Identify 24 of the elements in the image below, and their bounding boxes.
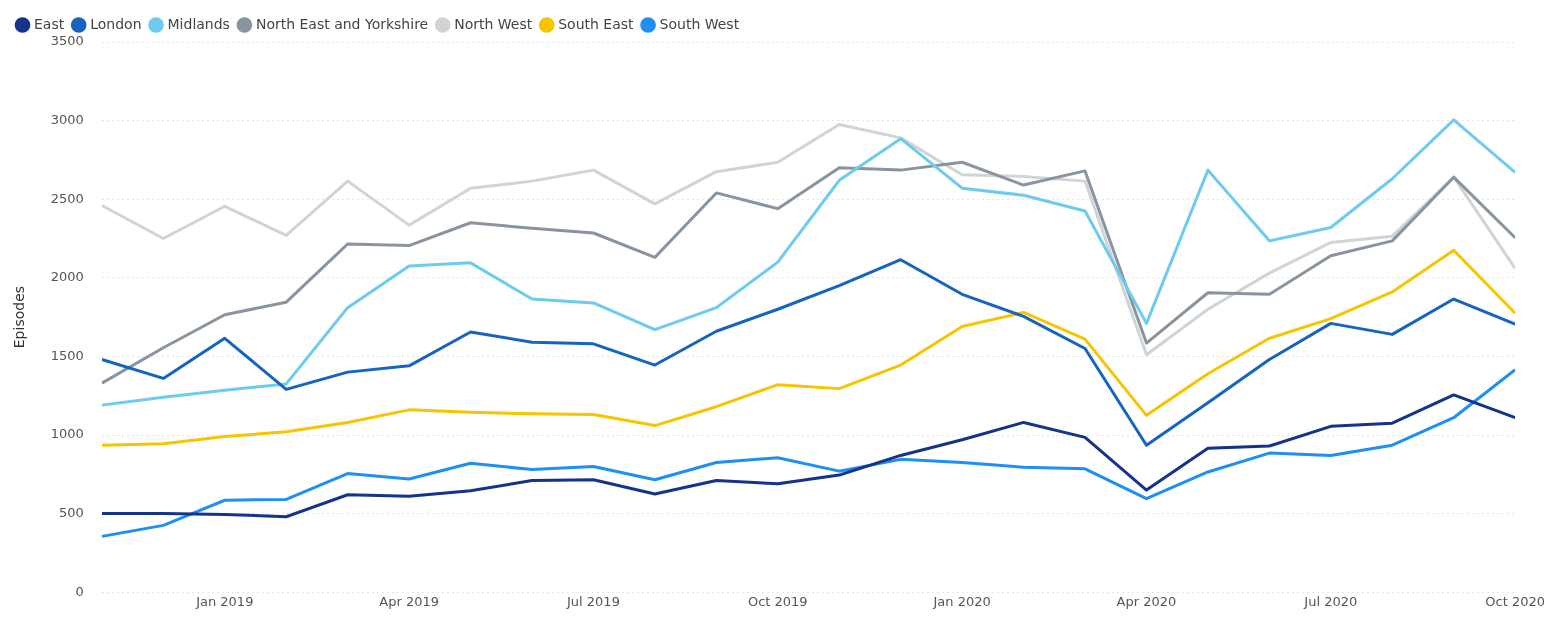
legend-label: North West <box>454 15 533 32</box>
y-tick-label: 3500 <box>50 33 84 49</box>
y-tick-label: 2000 <box>50 269 84 285</box>
legend-label: East <box>34 15 65 32</box>
legend-label: Midlands <box>167 15 230 32</box>
x-tick-label: Oct 2020 <box>1485 594 1545 610</box>
x-tick-label: Apr 2020 <box>1116 594 1177 610</box>
x-tick-label: Jul 2019 <box>566 594 620 610</box>
x-tick-label: Apr 2019 <box>379 594 439 610</box>
x-tick-label: Oct 2019 <box>747 594 808 610</box>
y-tick-label: 3000 <box>50 111 84 127</box>
legend-label: South West <box>659 15 740 32</box>
legend-label: London <box>90 15 142 32</box>
x-tick-label: Jul 2020 <box>1303 594 1358 610</box>
y-tick-label: 1000 <box>50 426 84 442</box>
legend-label: South East <box>558 15 635 32</box>
y-tick-label: 0 <box>75 583 84 599</box>
y-tick-label: 1500 <box>50 347 84 363</box>
legend-label: North East and Yorkshire <box>255 15 429 32</box>
x-tick-label: Jan 2019 <box>195 594 254 610</box>
x-tick-label: Jan 2020 <box>932 594 991 610</box>
y-axis-title: Episodes <box>11 285 28 349</box>
y-tick-label: 2500 <box>50 190 84 206</box>
y-tick-label: 500 <box>59 504 84 520</box>
